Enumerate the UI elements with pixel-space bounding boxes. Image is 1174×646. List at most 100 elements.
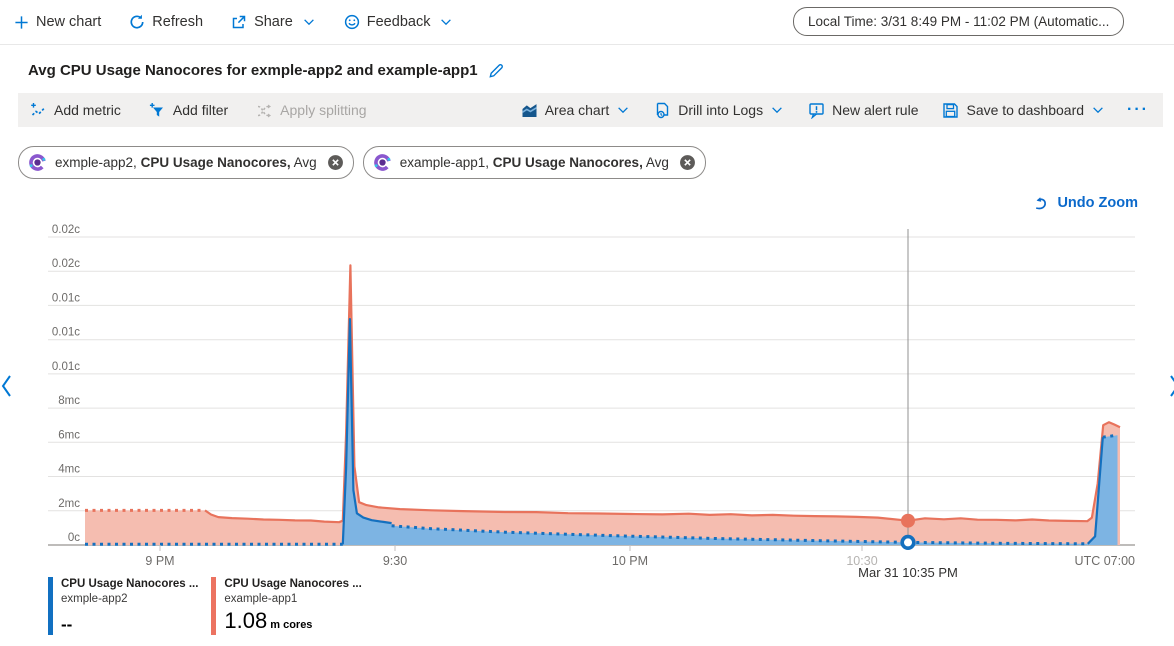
alert-bubble-icon [809, 102, 824, 119]
undo-zoom-button[interactable]: Undo Zoom [1032, 194, 1138, 211]
expand-right-panel-icon[interactable] [1170, 374, 1174, 398]
add-filter-button[interactable]: Add filter [149, 102, 228, 119]
area-chart-icon [521, 103, 537, 117]
document-logs-icon [657, 102, 669, 118]
legend-color-bar [211, 577, 217, 635]
add-filter-label: Add filter [172, 102, 229, 118]
add-metric-button[interactable]: Add metric [30, 102, 121, 119]
pill-scope: example-app1, [399, 155, 489, 170]
add-filter-icon [149, 102, 163, 117]
chevron-down-icon [1093, 107, 1103, 114]
pill-metric: CPU Usage Nanocores, [140, 155, 291, 170]
pill-text: exmple-app2, CPU Usage Nanocores, Avg [55, 155, 317, 170]
chart-title: Avg CPU Usage Nanocores for exmple-app2 … [28, 62, 478, 79]
remove-metric-icon[interactable] [679, 154, 696, 171]
hover-point-exmple-app2 [900, 534, 916, 551]
share-label: Share [254, 14, 293, 30]
undo-arrow-icon [1036, 197, 1047, 210]
pill-metric: CPU Usage Nanocores, [492, 155, 643, 170]
series-line-exmple-app2 [391, 524, 1088, 546]
plus-icon [15, 15, 28, 29]
command-group-right: Area chart Drill into Logs New alert rul… [497, 101, 1149, 119]
legend-value-number: 1.08 [224, 607, 268, 633]
chart-canvas[interactable]: 0.02c 0.02c 0.01c 0.01c 0.01c 8mc 6mc 4mc 2mc 0c 9… [0, 222, 1174, 582]
hover-point-example-app1 [901, 513, 915, 528]
legend-item-example-app1[interactable]: CPU Usage Nanocores ... example-app1 1.0… [211, 577, 362, 635]
save-to-dashboard-dropdown[interactable]: Save to dashboard [942, 102, 1105, 119]
pill-aggregation: Avg [293, 155, 317, 170]
share-icon [232, 15, 246, 29]
x-axis-tick-label: 10 PM [612, 554, 648, 568]
y-axis-tick-label: 0.01c [52, 327, 80, 339]
legend-item-exmple-app2[interactable]: CPU Usage Nanocores ... exmple-app2 -- [48, 577, 198, 635]
apply-splitting-icon [258, 104, 272, 117]
feedback-button[interactable]: Feedback [344, 14, 454, 30]
legend-metric-name: CPU Usage Nanocores ... [224, 578, 362, 590]
save-disk-icon [943, 102, 959, 118]
chevron-down-icon [772, 107, 782, 114]
y-axis-tick-label: 6mc [58, 429, 80, 441]
add-metric-icon [31, 102, 45, 116]
command-group-left: Add metric Add filter Apply splitting [30, 102, 395, 119]
y-axis-tick-label: 0.02c [52, 258, 80, 270]
series-line-example-app1 [204, 264, 1121, 524]
metrics-chart[interactable]: 0.02c 0.02c 0.01c 0.01c 0.01c 8mc 6mc 4mc 2mc 0c 9… [0, 222, 1174, 582]
save-to-dashboard-label: Save to dashboard [966, 102, 1085, 118]
time-range-label: Local Time: 3/31 8:49 PM - 11:02 PM (Aut… [808, 14, 1110, 29]
feedback-label: Feedback [366, 14, 431, 30]
remove-metric-icon[interactable] [327, 154, 344, 171]
pill-text: example-app1, CPU Usage Nanocores, Avg [400, 155, 669, 170]
new-chart-button[interactable]: New chart [14, 14, 101, 30]
refresh-icon [130, 14, 144, 29]
collapse-left-panel-icon[interactable] [1, 374, 11, 398]
metric-pill-exmple-app2[interactable]: exmple-app2, CPU Usage Nanocores, Avg [18, 146, 354, 179]
series-line-exmple-app2 [341, 318, 392, 545]
x-axis-tick-label: 9 PM [145, 554, 174, 568]
y-axis-tick-label: 4mc [58, 464, 80, 476]
x-axis-end-label: UTC 07:00 [1075, 554, 1135, 568]
metric-pills-row: exmple-app2, CPU Usage Nanocores, Avg ex… [18, 146, 1174, 179]
new-alert-rule-button[interactable]: New alert rule [808, 102, 918, 119]
y-axis-tick-label: 0.01c [52, 361, 80, 373]
y-axis-tick-label: 0.02c [52, 224, 80, 236]
chevron-down-icon [303, 19, 314, 26]
y-axis-tick-label: 2mc [58, 498, 80, 510]
y-axis-tick-label: 0c [68, 532, 80, 544]
chart-legend: CPU Usage Nanocores ... exmple-app2 -- C… [48, 577, 362, 635]
legend-scope-name: exmple-app2 [61, 592, 128, 605]
apply-splitting-button[interactable]: Apply splitting [256, 102, 367, 119]
refresh-button[interactable]: Refresh [129, 14, 203, 30]
metric-gauge-icon [373, 154, 391, 171]
legend-metric-name: CPU Usage Nanocores ... [61, 578, 199, 590]
series-line-exmple-app2 [1102, 433, 1118, 439]
x-axis-tick-label: 9:30 [383, 554, 407, 568]
share-button[interactable]: Share [231, 14, 316, 30]
chevron-down-icon [618, 107, 629, 114]
add-metric-label: Add metric [54, 102, 121, 118]
time-range-picker[interactable]: Local Time: 3/31 8:49 PM - 11:02 PM (Aut… [793, 7, 1125, 36]
legend-value: -- [61, 614, 73, 634]
chart-toolbar: New chart Refresh Share Feedback Local T… [0, 0, 1174, 45]
new-alert-rule-label: New alert rule [832, 102, 919, 118]
y-axis-tick-label: 0.01c [52, 292, 80, 304]
more-commands-button[interactable]: ··· [1127, 101, 1149, 118]
drill-into-logs-dropdown[interactable]: Drill into Logs [654, 102, 784, 119]
metric-pill-example-app1[interactable]: example-app1, CPU Usage Nanocores, Avg [362, 146, 706, 179]
hover-time-label: Mar 31 10:35 PM [858, 565, 958, 580]
legend-value-unit: m cores [270, 618, 313, 631]
y-axis-tick-label: 8mc [58, 395, 80, 407]
series-line-exmple-app2 [1087, 437, 1104, 545]
chevron-down-icon [441, 19, 452, 26]
legend-value: 1.08 m cores [224, 607, 361, 633]
smiley-icon [344, 14, 359, 30]
metrics-command-bar: Add metric Add filter Apply splitting Ar… [18, 93, 1163, 127]
undo-zoom-label: Undo Zoom [1057, 194, 1138, 211]
edit-pencil-icon[interactable] [488, 62, 505, 79]
metric-gauge-icon [29, 154, 46, 171]
chart-type-label: Area chart [544, 102, 610, 118]
apply-splitting-label: Apply splitting [280, 102, 367, 118]
refresh-label: Refresh [152, 14, 204, 30]
legend-scope-name: example-app1 [224, 592, 298, 605]
chart-type-dropdown[interactable]: Area chart [521, 102, 631, 119]
pill-scope: exmple-app2, [55, 155, 137, 170]
